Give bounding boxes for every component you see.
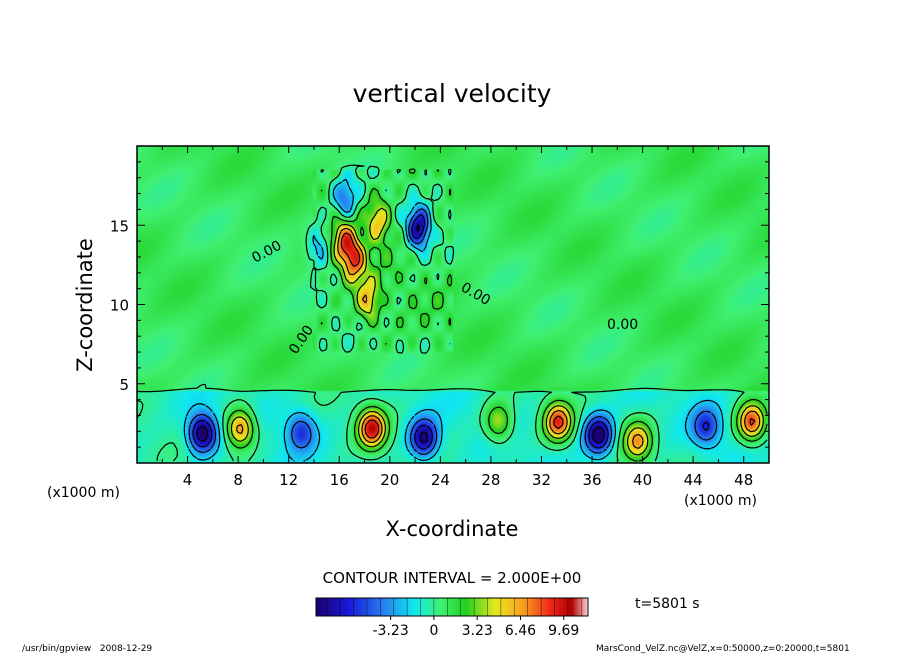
x-tick-label: 4 [183,471,193,489]
colorbar [315,597,589,617]
x-axis-label: X-coordinate [386,517,519,541]
contour-level-line [183,178,724,462]
contour-level-line [188,208,718,455]
x-tick-label: 36 [582,471,601,489]
x-tick-label: 20 [380,471,399,489]
y-axis-label: Z-coordinate [73,238,97,372]
footer-left: /usr/bin/gpview 2008-12-29 [22,644,152,654]
contour-level-line [192,214,710,450]
colorbar-tick-label: 3.23 [462,623,493,639]
x-units-right: (x1000 m) [684,493,757,509]
contour-interval: CONTOUR INTERVAL = 2.000E+00 [323,569,582,587]
x-tick-label: 40 [633,471,652,489]
y-axis-ticks: 5 10 15 [110,161,769,448]
contour-level-line [136,164,768,462]
y-tick-label: 10 [110,297,129,315]
y-tick-label: 15 [110,217,129,235]
colorbar-tick-label: 9.69 [548,623,579,639]
x-tick-label: 28 [481,471,500,489]
x-tick-label: 32 [532,471,551,489]
footer-right: MarsCond_VelZ.nc@VelZ,x=0:50000,z=0:2000… [596,644,850,654]
colorbar-ticks: -3.23 0 3.23 6.46 9.69 [326,598,582,639]
velocity-heatmap [137,146,769,463]
contour-level-line [340,232,756,439]
colorbar-tick-label: 6.46 [505,623,536,639]
colorbar-tick-label: -3.23 [373,623,409,639]
x-tick-label: 44 [684,471,703,489]
colorbar-tick-label: 0 [429,623,438,639]
x-tick-label: 24 [431,471,450,489]
x-tick-label: 48 [734,471,753,489]
contour-level-line [230,207,764,456]
contour-label: 0.00 [607,317,638,333]
x-tick-label: 8 [233,471,243,489]
x-tick-label: 12 [279,471,298,489]
contour-level-line [196,224,605,444]
y-tick-label: 5 [119,376,129,394]
contour-lines [136,164,768,462]
contour-level-line [236,227,761,449]
x-axis-ticks: 4 8 12 16 20 24 28 32 36 40 44 48 [161,146,753,489]
x-tick-label: 16 [330,471,349,489]
contour-level-line [226,168,768,462]
chart-title: vertical velocity [353,79,552,108]
time-label: t=5801 s [635,596,700,612]
x-units-left: (x1000 m) [47,485,120,501]
